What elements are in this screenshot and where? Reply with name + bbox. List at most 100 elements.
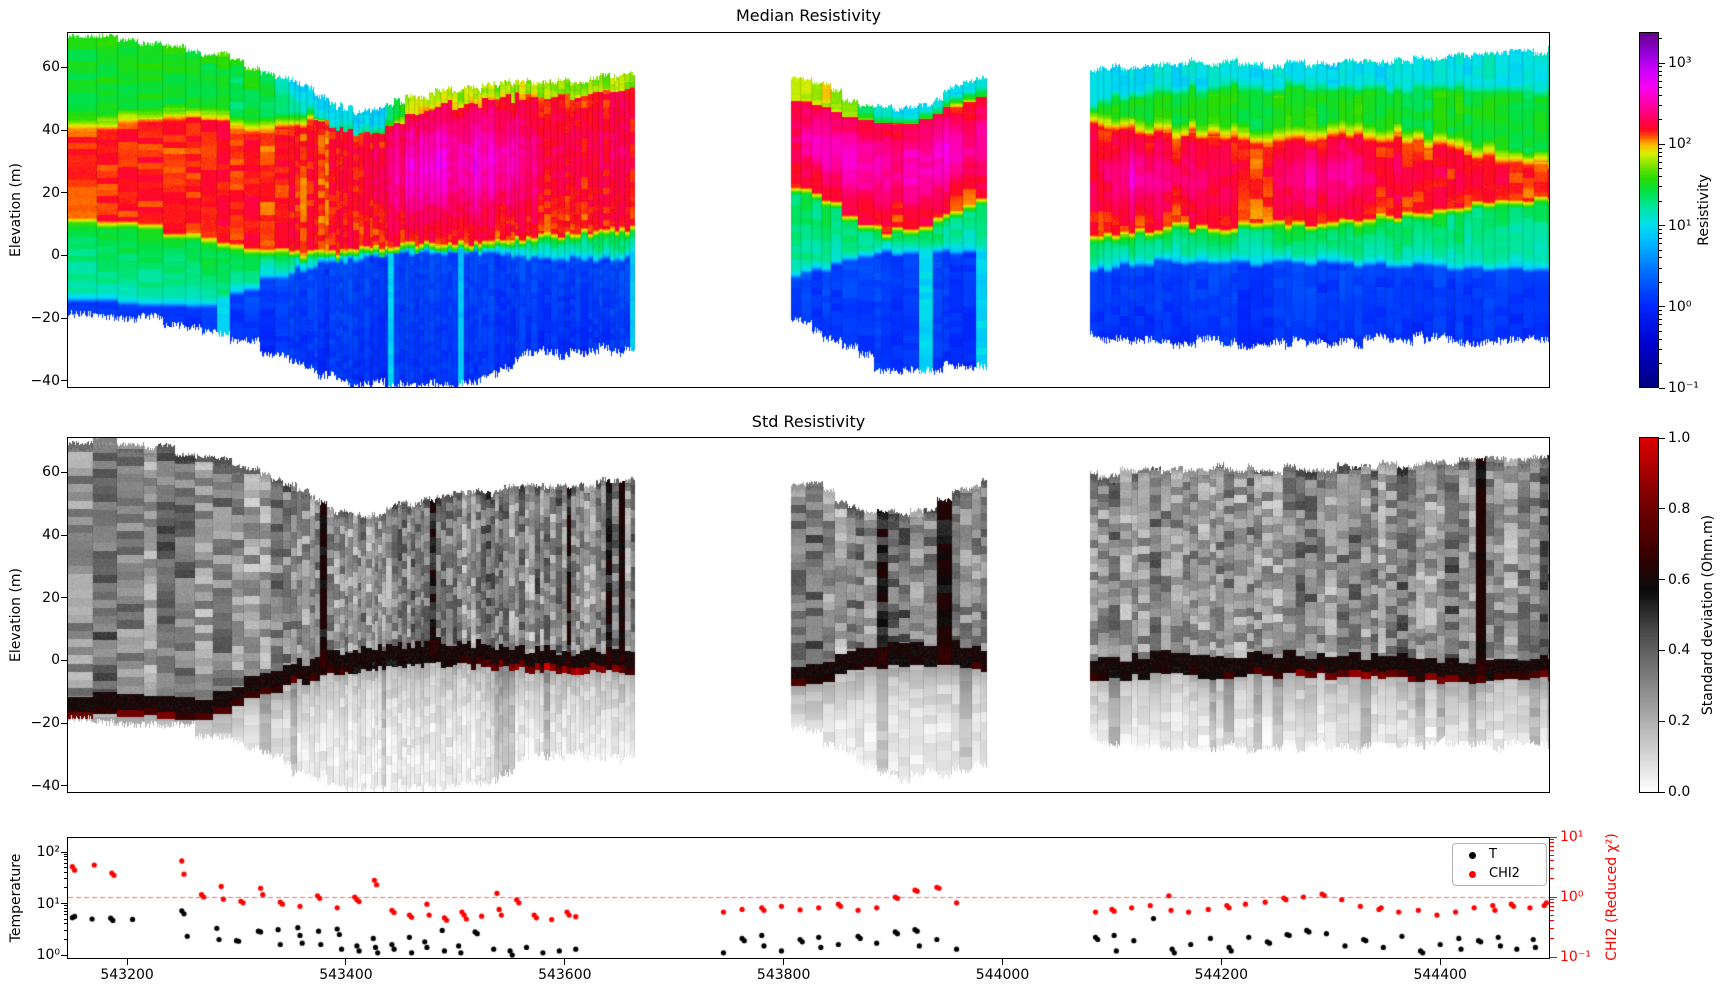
- std-colorbar-tick: [1659, 791, 1665, 793]
- resistivity-colorbar-minor-tick: [1659, 168, 1662, 170]
- x-tick-label: 544200: [1194, 967, 1249, 983]
- resistivity-colorbar-minor-tick: [1659, 249, 1662, 251]
- chi2-minor-tick: [1550, 920, 1554, 922]
- x-tick: [1002, 958, 1004, 965]
- elevation-tick-label: 0: [51, 652, 60, 669]
- temperature-minor-tick: [64, 856, 68, 858]
- temperature-minor-tick: [64, 914, 68, 916]
- std-colorbar-tick-label: 0.0: [1668, 784, 1691, 800]
- std-colorbar: [1640, 438, 1658, 792]
- resistivity-colorbar-tick-label: 10³: [1668, 55, 1692, 72]
- resistivity-colorbar-minor-tick: [1659, 119, 1662, 121]
- resistivity-colorbar-minor-tick: [1659, 186, 1662, 188]
- elevation-tick-label: 40: [42, 122, 60, 139]
- resistivity-colorbar-tick: [1659, 62, 1665, 64]
- std-colorbar-label: Standard deviation (Ohm.m): [1700, 514, 1716, 716]
- temperature-tick-label: 10⁰: [36, 947, 60, 963]
- median-plot-title: Median Resistivity: [735, 6, 881, 25]
- resistivity-colorbar-tick: [1659, 387, 1665, 389]
- temperature-minor-tick: [64, 853, 68, 855]
- std-plot-title: Std Resistivity: [751, 412, 866, 431]
- median-ylabel: Elevation (m): [8, 162, 24, 258]
- chi2-minor-tick: [1550, 849, 1554, 851]
- std-colorbar-tick: [1659, 579, 1665, 581]
- elevation-tick-label: −40: [30, 372, 60, 389]
- std-colorbar-tick-label: 1.0: [1668, 430, 1691, 446]
- chi2-minor-tick: [1550, 902, 1554, 904]
- std-colorbar-tick: [1659, 508, 1665, 510]
- elevation-tick: [61, 192, 68, 194]
- resistivity-colorbar-minor-tick: [1659, 87, 1662, 89]
- chi2-minor-tick: [1550, 909, 1554, 911]
- temperature-tick-label: 10²: [36, 844, 60, 860]
- std-colorbar-tick: [1659, 720, 1665, 722]
- temperature-tick: [61, 851, 68, 853]
- chi2-minor-tick: [1550, 905, 1554, 907]
- resistivity-colorbar-minor-tick: [1659, 75, 1662, 77]
- temperature-minor-tick: [64, 862, 68, 864]
- elevation-tick: [61, 597, 68, 599]
- resistivity-colorbar-minor-tick: [1659, 200, 1662, 202]
- std-colorbar-tick-label: 0.8: [1668, 500, 1691, 517]
- elevation-tick-label: 60: [42, 59, 60, 76]
- temperature-minor-tick: [64, 867, 68, 868]
- std-colorbar-tick-label: 0.6: [1668, 571, 1691, 588]
- elevation-tick: [61, 317, 68, 319]
- x-tick: [783, 958, 785, 965]
- temperature-minor-tick: [64, 905, 68, 907]
- elevation-tick: [61, 471, 68, 473]
- elevation-tick: [61, 66, 68, 68]
- legend-label-T: T: [1489, 847, 1497, 862]
- temperature-chi2-scatter: [68, 838, 1549, 958]
- resistivity-colorbar-label: Resistivity: [1696, 174, 1712, 246]
- elevation-tick-label: 60: [42, 464, 60, 481]
- resistivity-colorbar-tick-label: 10²: [1668, 136, 1692, 153]
- resistivity-colorbar-minor-tick: [1659, 105, 1662, 107]
- resistivity-colorbar-tick-label: 10¹: [1668, 217, 1692, 234]
- legend-marker-CHI2: [1469, 871, 1476, 878]
- chi2-tick-label: 10⁻¹: [1560, 949, 1591, 965]
- elevation-tick-label: −40: [30, 777, 60, 794]
- resistivity-colorbar-tick-label: 10⁰: [1668, 298, 1692, 315]
- elevation-tick: [61, 129, 68, 131]
- x-tick-label: 544000: [975, 967, 1030, 983]
- temperature-minor-tick: [64, 929, 68, 931]
- legend-marker-T: [1469, 852, 1476, 859]
- x-tick-label: 543800: [756, 967, 811, 983]
- elevation-tick: [61, 722, 68, 724]
- legend-item-T: T: [1453, 846, 1546, 864]
- x-tick: [1220, 958, 1222, 965]
- chi2-ylabel: CHI2 (Reduced χ²): [1604, 833, 1620, 961]
- resistivity-colorbar-minor-tick: [1659, 70, 1662, 72]
- resistivity-colorbar-minor-tick: [1659, 156, 1662, 158]
- chi2-minor-tick: [1550, 914, 1554, 916]
- elevation-tick: [61, 380, 68, 382]
- chi2-minor-tick: [1550, 867, 1554, 869]
- temperature-tick: [61, 903, 68, 904]
- chi2-minor-tick: [1550, 878, 1554, 880]
- elevation-tick-label: −20: [30, 715, 60, 732]
- temperature-tick: [61, 954, 68, 956]
- std-resistivity-section-image: [68, 438, 1549, 792]
- resistivity-colorbar-minor-tick: [1659, 228, 1662, 230]
- elevation-tick: [61, 254, 68, 256]
- x-tick: [126, 958, 128, 965]
- temperature-minor-tick: [64, 859, 68, 861]
- chi2-tick-label: 10¹: [1560, 829, 1584, 845]
- legend-item-CHI2: CHI2: [1453, 865, 1546, 883]
- resistivity-colorbar-minor-tick: [1659, 243, 1662, 245]
- elevation-tick-label: 20: [42, 589, 60, 606]
- resistivity-colorbar-minor-tick: [1659, 151, 1662, 153]
- chi2-minor-tick: [1550, 860, 1554, 862]
- resistivity-colorbar-minor-tick: [1659, 80, 1662, 82]
- x-tick-label: 543200: [100, 967, 154, 983]
- resistivity-colorbar-tick: [1659, 143, 1665, 145]
- x-tick: [345, 958, 347, 965]
- elevation-tick-label: −20: [30, 310, 60, 327]
- temperature-minor-tick: [64, 938, 68, 940]
- resistivity-colorbar-minor-tick: [1659, 338, 1662, 340]
- chi2-minor-tick: [1550, 938, 1554, 940]
- resistivity-colorbar-minor-tick: [1659, 324, 1662, 326]
- chi2-tick: [1550, 836, 1557, 838]
- x-tick-label: 543400: [319, 967, 373, 983]
